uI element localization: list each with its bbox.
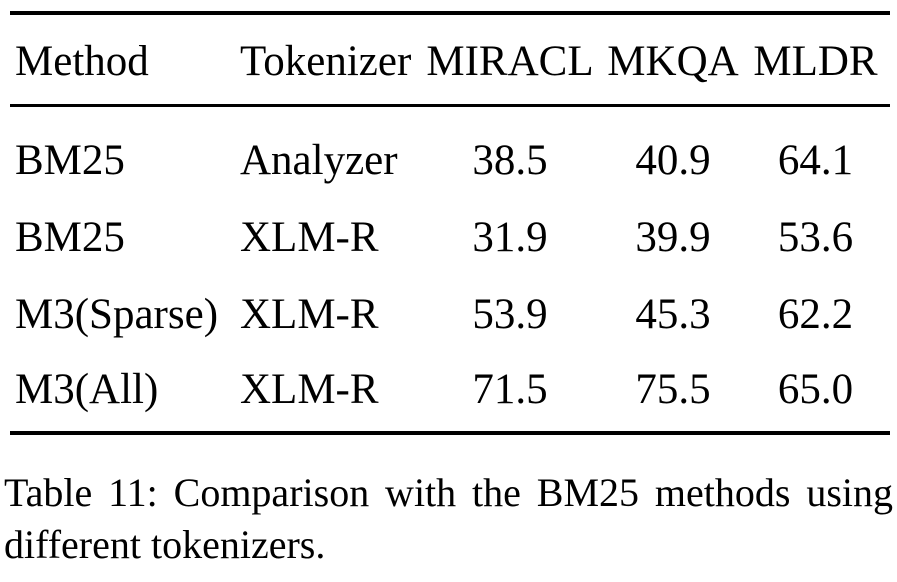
table-row: M3(All) XLM-R 71.5 75.5 65.0 — [10, 336, 890, 433]
results-table: Method Tokenizer MIRACL MKQA MLDR BM25 A… — [10, 11, 890, 435]
caption-label: Table 11: — [4, 470, 158, 515]
col-header-mkqa: MKQA — [607, 37, 739, 85]
caption-text: Comparison with the BM25 methods using d… — [4, 470, 894, 567]
cell-tokenizer: XLM-R — [240, 291, 379, 338]
cell-miracl: 71.5 — [472, 366, 548, 413]
cell-method: M3(All) — [15, 366, 159, 413]
cell-miracl: 38.5 — [472, 137, 548, 184]
col-header-method: Method — [15, 37, 149, 85]
cell-method: BM25 — [15, 214, 125, 261]
cell-mldr: 65.0 — [777, 366, 854, 413]
cell-tokenizer: XLM-R — [240, 214, 379, 261]
cell-mkqa: 45.3 — [635, 291, 711, 338]
cell-mkqa: 40.9 — [635, 137, 711, 184]
cell-mkqa: 39.9 — [635, 214, 711, 261]
cell-mldr: 64.1 — [777, 137, 854, 184]
cell-mldr: 62.2 — [777, 291, 854, 338]
header-row: Method Tokenizer MIRACL MKQA MLDR — [10, 13, 890, 105]
cell-tokenizer: Analyzer — [240, 137, 398, 184]
cell-tokenizer: XLM-R — [240, 366, 379, 413]
table-caption: Table 11: Comparison with the BM25 metho… — [4, 467, 893, 571]
cell-mldr: 53.6 — [777, 214, 854, 261]
col-header-miracl: MIRACL — [426, 37, 594, 85]
table-row: BM25 XLM-R 31.9 39.9 53.6 — [10, 182, 890, 259]
cell-method: BM25 — [15, 137, 125, 184]
table-row: M3(Sparse) XLM-R 53.9 45.3 62.2 — [10, 259, 890, 336]
cell-method: M3(Sparse) — [15, 291, 219, 338]
cell-miracl: 53.9 — [472, 291, 548, 338]
col-header-tokenizer: Tokenizer — [240, 37, 412, 85]
col-header-mldr: MLDR — [753, 37, 878, 85]
cell-miracl: 31.9 — [472, 214, 548, 261]
cell-mkqa: 75.5 — [635, 366, 711, 413]
table-row: BM25 Analyzer 38.5 40.9 64.1 — [10, 105, 890, 182]
